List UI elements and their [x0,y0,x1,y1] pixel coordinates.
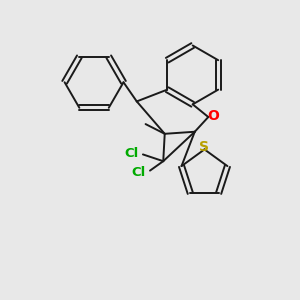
Text: O: O [207,110,219,123]
Text: S: S [200,140,209,154]
Text: Cl: Cl [132,167,146,179]
Text: Cl: Cl [124,147,139,160]
